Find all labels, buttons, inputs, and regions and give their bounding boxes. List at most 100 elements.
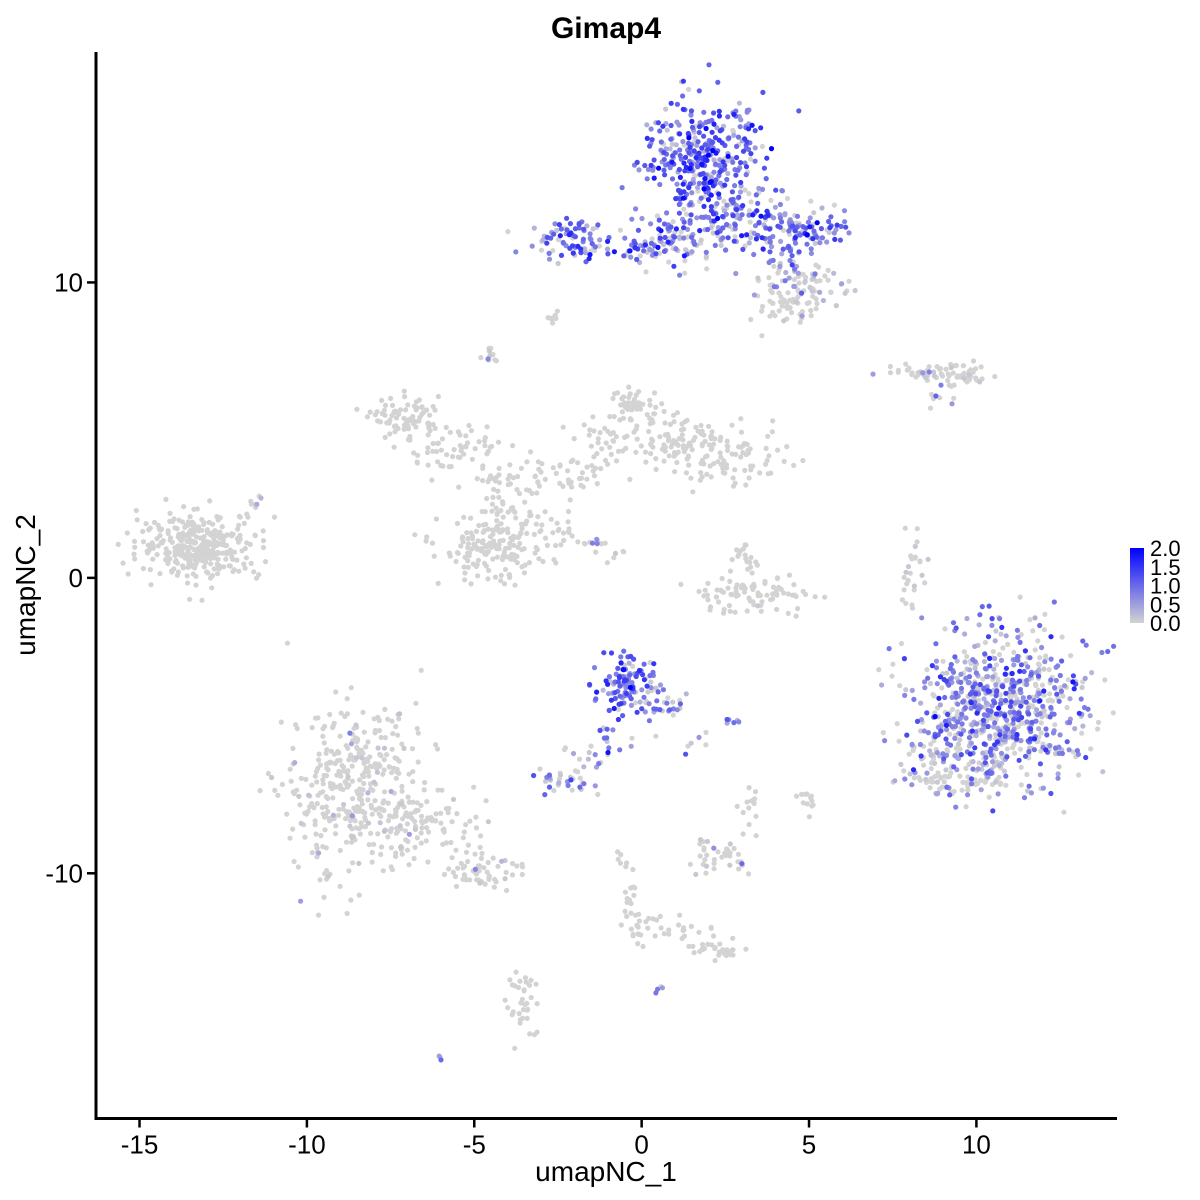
cell-point	[921, 728, 927, 734]
cell-point	[204, 569, 210, 575]
cell-point	[997, 732, 1003, 738]
cell-point	[895, 367, 902, 373]
cell-point	[735, 851, 742, 857]
cell-point	[293, 722, 299, 728]
cell-point	[907, 570, 913, 576]
cell-point	[739, 861, 745, 867]
cell-point	[681, 426, 687, 432]
cell-point	[431, 553, 437, 559]
cell-point	[967, 751, 973, 757]
cell-point	[723, 952, 729, 959]
cell-point	[955, 709, 961, 715]
cell-point	[661, 149, 667, 156]
cell-point	[927, 785, 933, 791]
cell-point	[989, 616, 995, 622]
cell-point	[346, 868, 352, 874]
cell-point	[469, 456, 475, 462]
cell-point	[683, 154, 689, 160]
cell-point	[604, 246, 611, 252]
cell-point	[746, 785, 752, 791]
cell-point	[756, 220, 762, 226]
cell-point	[379, 844, 385, 850]
cell-point	[1030, 704, 1036, 710]
cell-point	[546, 250, 552, 256]
cell-point	[932, 760, 938, 767]
cell-point	[989, 759, 996, 765]
cell-point	[483, 521, 489, 528]
cell-point	[648, 442, 654, 448]
cell-point	[795, 605, 801, 612]
cell-point	[677, 174, 684, 180]
cell-point	[767, 298, 773, 304]
cell-point	[612, 695, 618, 702]
cell-point	[453, 883, 460, 890]
cell-point	[298, 898, 304, 904]
cell-point	[724, 176, 730, 183]
cell-point	[943, 366, 949, 372]
cell-point	[660, 123, 666, 129]
cell-point	[461, 564, 467, 570]
cell-point	[841, 208, 848, 214]
cell-point	[711, 441, 717, 447]
cell-point	[571, 436, 577, 442]
cell-point	[509, 504, 516, 511]
cell-point	[808, 793, 815, 799]
cell-point	[551, 231, 557, 237]
cell-point	[332, 831, 339, 837]
cell-point	[703, 249, 709, 255]
cell-point	[351, 805, 357, 811]
cell-point	[322, 827, 328, 833]
cell-point	[611, 413, 617, 420]
cell-point	[720, 947, 726, 953]
cell-point	[746, 805, 752, 811]
cell-point	[998, 750, 1005, 756]
cell-point	[1016, 710, 1022, 717]
cell-point	[970, 358, 977, 364]
cell-point	[155, 543, 161, 549]
cell-point	[490, 494, 496, 500]
cell-point	[955, 373, 961, 379]
cell-point	[600, 687, 606, 693]
cell-point	[592, 783, 598, 789]
cell-point	[744, 799, 750, 805]
cell-point	[852, 287, 858, 294]
cell-point	[948, 661, 954, 668]
cell-point	[608, 697, 615, 703]
cell-point	[345, 774, 351, 780]
cell-point	[1003, 665, 1010, 671]
cell-point	[620, 394, 627, 400]
cell-point	[985, 688, 991, 694]
cell-point	[1076, 710, 1082, 716]
cell-point	[981, 686, 987, 692]
cell-point	[382, 706, 388, 713]
cell-point	[257, 788, 263, 794]
cell-point	[724, 447, 731, 453]
cell-point	[671, 419, 677, 425]
cell-point	[495, 488, 501, 494]
cell-point	[992, 638, 998, 644]
cell-point	[933, 658, 940, 664]
cell-point	[718, 242, 724, 248]
cell-point	[739, 233, 745, 239]
cell-point	[749, 570, 755, 576]
cell-point	[740, 246, 746, 252]
cell-point	[220, 550, 226, 556]
cell-point	[976, 760, 982, 766]
cell-point	[490, 527, 496, 533]
cell-point	[290, 826, 296, 832]
cell-point	[632, 245, 638, 251]
cell-point	[904, 732, 910, 738]
cell-point	[402, 828, 409, 834]
cell-point	[929, 663, 935, 669]
cell-point	[615, 849, 621, 855]
cell-point	[476, 439, 482, 445]
cell-point	[341, 768, 347, 774]
cell-point	[814, 300, 820, 307]
cell-point	[381, 745, 388, 751]
cell-point	[618, 701, 624, 707]
cell-point	[1011, 716, 1017, 723]
cell-point	[572, 226, 579, 232]
cell-point	[716, 108, 722, 114]
cell-point	[718, 454, 724, 460]
cell-point	[558, 542, 564, 548]
